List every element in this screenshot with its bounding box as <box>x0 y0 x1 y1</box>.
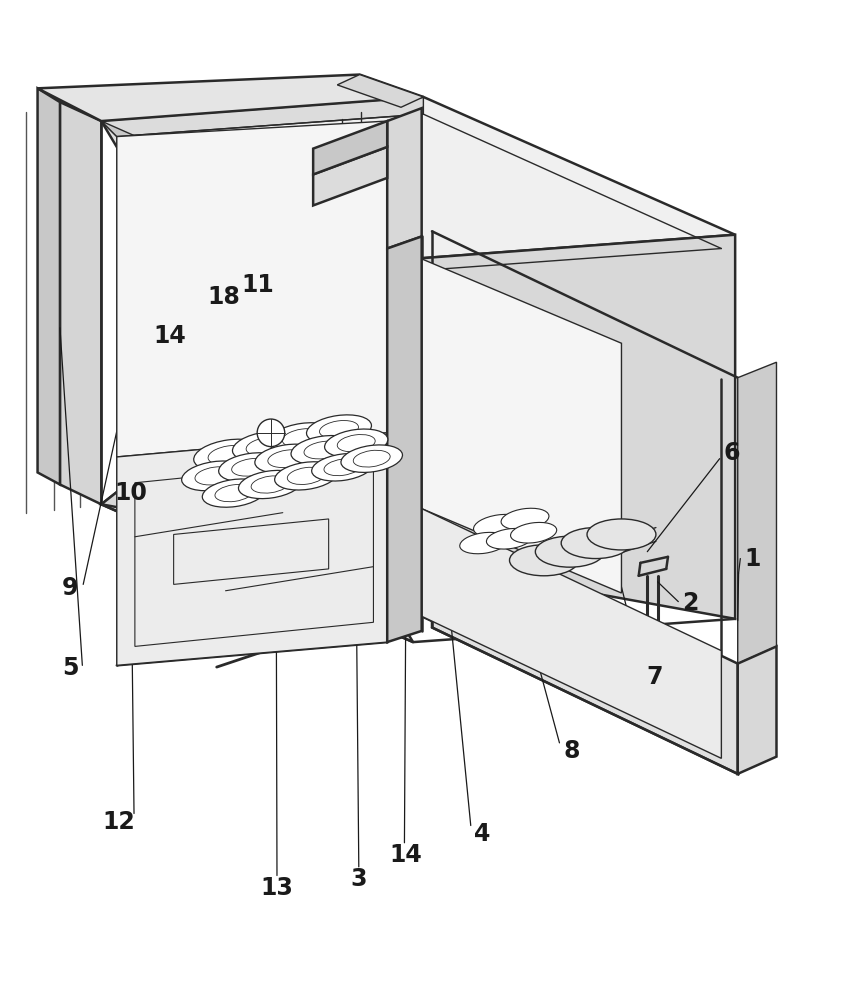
Ellipse shape <box>194 439 265 471</box>
Ellipse shape <box>337 435 375 452</box>
Ellipse shape <box>246 437 287 456</box>
Polygon shape <box>37 75 423 121</box>
Text: 13: 13 <box>261 876 294 900</box>
Ellipse shape <box>202 479 265 507</box>
Text: 9: 9 <box>62 576 79 600</box>
Ellipse shape <box>269 423 337 453</box>
Ellipse shape <box>486 528 532 549</box>
Ellipse shape <box>511 522 556 543</box>
Ellipse shape <box>320 421 359 438</box>
Polygon shape <box>337 75 423 107</box>
Ellipse shape <box>275 462 338 490</box>
Polygon shape <box>422 259 621 593</box>
Polygon shape <box>101 97 735 259</box>
Text: 4: 4 <box>473 822 490 846</box>
Text: 12: 12 <box>102 810 135 834</box>
Text: 14: 14 <box>390 843 422 867</box>
Ellipse shape <box>195 467 235 485</box>
Ellipse shape <box>341 445 403 472</box>
Text: 1: 1 <box>744 547 760 571</box>
Ellipse shape <box>238 470 302 499</box>
Polygon shape <box>101 121 413 642</box>
Polygon shape <box>313 147 387 205</box>
Polygon shape <box>117 433 387 665</box>
Ellipse shape <box>288 467 325 485</box>
Text: 3: 3 <box>351 867 367 891</box>
Polygon shape <box>37 88 60 484</box>
Polygon shape <box>117 121 387 457</box>
Ellipse shape <box>291 436 356 465</box>
Text: 6: 6 <box>723 441 740 465</box>
Polygon shape <box>738 362 777 664</box>
Ellipse shape <box>353 450 391 467</box>
Text: 14: 14 <box>154 324 187 348</box>
Ellipse shape <box>268 450 307 468</box>
Polygon shape <box>313 121 387 174</box>
Text: 2: 2 <box>683 591 699 615</box>
Ellipse shape <box>460 532 507 554</box>
Polygon shape <box>60 102 101 504</box>
Ellipse shape <box>215 484 253 502</box>
Polygon shape <box>387 108 422 249</box>
Ellipse shape <box>324 459 361 476</box>
Ellipse shape <box>283 429 323 447</box>
Ellipse shape <box>307 415 372 444</box>
Text: 5: 5 <box>62 656 79 680</box>
Text: 8: 8 <box>563 739 580 763</box>
Polygon shape <box>738 646 777 774</box>
Ellipse shape <box>232 431 301 462</box>
Polygon shape <box>101 121 415 271</box>
Ellipse shape <box>473 514 524 537</box>
Polygon shape <box>432 517 738 774</box>
Text: 10: 10 <box>114 481 147 505</box>
Ellipse shape <box>232 458 270 476</box>
Ellipse shape <box>208 445 251 465</box>
Ellipse shape <box>536 536 604 567</box>
Polygon shape <box>422 509 721 758</box>
Ellipse shape <box>325 429 388 457</box>
Ellipse shape <box>510 545 578 576</box>
Ellipse shape <box>312 454 373 481</box>
Text: 18: 18 <box>207 285 240 309</box>
Ellipse shape <box>304 441 343 459</box>
Polygon shape <box>387 236 422 642</box>
Ellipse shape <box>501 508 549 530</box>
Circle shape <box>257 419 285 447</box>
Ellipse shape <box>251 476 289 493</box>
Ellipse shape <box>255 444 320 473</box>
Polygon shape <box>101 97 423 137</box>
Ellipse shape <box>587 519 656 550</box>
Polygon shape <box>101 235 735 619</box>
Ellipse shape <box>219 453 283 482</box>
Ellipse shape <box>562 528 630 559</box>
Text: 11: 11 <box>242 273 275 297</box>
Text: 7: 7 <box>646 665 663 689</box>
Ellipse shape <box>181 461 248 491</box>
